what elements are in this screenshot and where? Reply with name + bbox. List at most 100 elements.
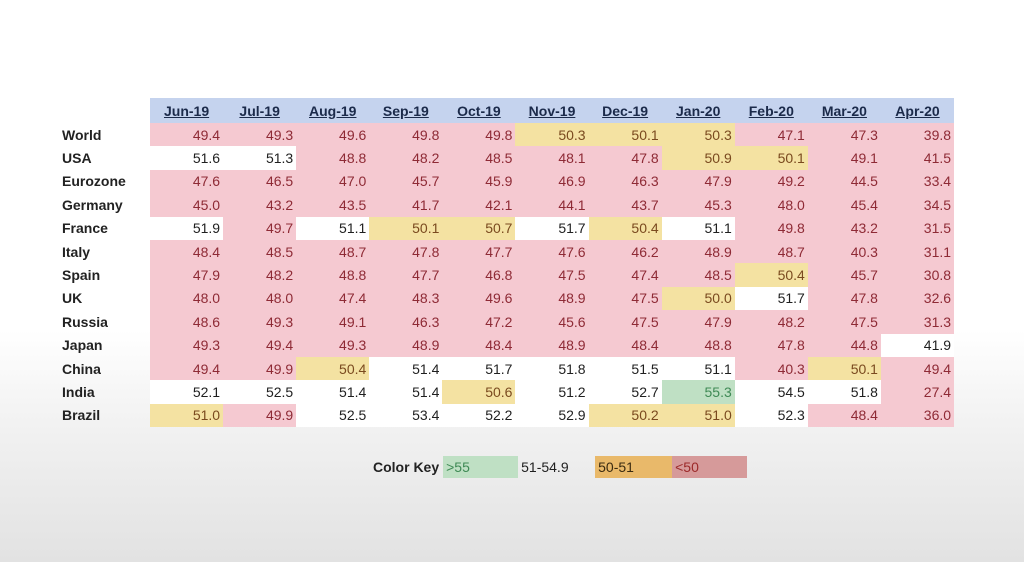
data-cell: 48.7 (296, 239, 370, 264)
data-cell: 33.4 (880, 169, 955, 194)
data-cell: 40.3 (807, 239, 881, 264)
data-cell: 48.8 (661, 333, 735, 357)
data-cell: 47.6 (150, 169, 224, 194)
row-label: Italy (62, 243, 91, 260)
column-header: Aug-19 (296, 98, 370, 123)
color-key-white: 51-54.9 (521, 459, 569, 475)
table-row: Spain 47.9 48.2 48.8 47.7 46.8 47.5 47.4 48.5 50.… (58, 263, 955, 287)
data-cell: 51.4 (369, 356, 443, 381)
data-cell: 47.4 (296, 286, 370, 311)
data-cell: 50.4 (734, 263, 808, 287)
data-cell: 34.5 (880, 193, 955, 217)
data-cell: 47.9 (150, 263, 224, 287)
data-cell: 48.0 (150, 286, 224, 311)
row-label: Japan (62, 337, 103, 354)
data-cell: 49.8 (369, 123, 443, 147)
data-cell: 45.7 (369, 169, 443, 194)
data-cell: 47.3 (807, 123, 881, 147)
data-cell: 43.7 (588, 193, 662, 217)
table-row: India 52.1 52.5 51.4 51.4 50.6 51.2 52.7 55.3 54.… (58, 380, 955, 404)
data-cell: 48.4 (442, 333, 516, 357)
data-cell: 51.4 (296, 380, 370, 404)
data-cell: 47.9 (661, 169, 735, 194)
data-cell: 48.2 (734, 310, 808, 334)
data-cell: 48.3 (369, 286, 443, 311)
data-cell: 53.4 (369, 403, 443, 428)
row-label: China (62, 360, 101, 377)
data-cell: 43.2 (807, 216, 881, 240)
data-cell: 51.2 (515, 380, 589, 404)
data-cell: 52.1 (150, 380, 224, 404)
data-cell: 50.3 (515, 123, 589, 147)
data-cell: 50.6 (442, 380, 516, 404)
table-row: China 49.4 49.9 50.4 51.4 51.7 51.8 51.5 51.1 40.… (58, 356, 955, 381)
color-key-yellow: 50-51 (595, 456, 673, 478)
data-cell: 51.5 (588, 356, 662, 381)
data-cell: 46.8 (442, 263, 516, 287)
column-header: Sep-19 (369, 98, 443, 123)
data-cell: 52.5 (223, 380, 297, 404)
column-header: Dec-19 (588, 98, 662, 123)
corner-cell (58, 98, 150, 123)
data-cell: 48.8 (296, 146, 370, 170)
data-cell: 46.3 (588, 169, 662, 194)
data-cell: 49.7 (223, 216, 297, 240)
column-header: Jul-19 (223, 98, 297, 123)
data-cell: 41.5 (880, 146, 955, 170)
data-cell: 47.4 (588, 263, 662, 287)
data-cell: 45.3 (661, 193, 735, 217)
data-cell: 41.9 (880, 333, 955, 357)
data-cell: 50.1 (807, 356, 881, 381)
data-cell: 50.0 (661, 286, 735, 311)
column-header: Jan-20 (661, 98, 735, 123)
data-cell: 48.4 (588, 333, 662, 357)
column-header: Oct-19 (442, 98, 516, 123)
data-cell: 50.4 (588, 216, 662, 240)
data-cell: 49.3 (223, 123, 297, 147)
data-cell: 51.7 (734, 286, 808, 311)
data-cell: 44.5 (807, 169, 881, 194)
column-header: Jun-19 (150, 98, 224, 123)
data-cell: 44.1 (515, 193, 589, 217)
data-cell: 45.9 (442, 169, 516, 194)
data-cell: 48.2 (369, 146, 443, 170)
data-cell: 48.9 (515, 333, 589, 357)
data-cell: 45.7 (807, 263, 881, 287)
data-cell: 48.5 (661, 263, 735, 287)
data-cell: 48.8 (296, 263, 370, 287)
data-cell: 49.9 (223, 403, 297, 428)
data-cell: 27.4 (880, 380, 955, 404)
data-cell: 52.5 (296, 403, 370, 428)
data-cell: 49.4 (880, 356, 955, 381)
table-row: Russia 48.6 49.3 49.1 46.3 47.2 45.6 47.5 47.9 48… (58, 310, 955, 334)
data-cell: 48.0 (223, 286, 297, 311)
data-cell: 52.7 (588, 380, 662, 404)
data-cell: 48.9 (515, 286, 589, 311)
row-label: Brazil (62, 407, 101, 424)
data-cell: 36.0 (880, 403, 955, 428)
data-cell: 39.8 (880, 123, 955, 147)
data-cell: 49.9 (223, 356, 297, 381)
table-row: Eurozone 47.6 46.5 47.0 45.7 45.9 46.9 46.3 47.9… (58, 169, 955, 194)
data-cell: 49.4 (150, 123, 224, 147)
data-cell: 46.2 (588, 239, 662, 264)
data-cell: 48.4 (150, 239, 224, 264)
data-cell: 40.3 (734, 356, 808, 381)
table-row: Japan 49.3 49.4 49.3 48.9 48.4 48.9 48.4 48.8 47.… (58, 333, 955, 357)
color-key-red: <50 (672, 456, 748, 478)
data-cell: 51.1 (661, 356, 735, 381)
data-cell: 45.4 (807, 193, 881, 217)
data-cell: 49.1 (807, 146, 881, 170)
row-label: France (62, 220, 108, 237)
data-cell: 52.9 (515, 403, 589, 428)
table-row: UK 48.0 48.0 47.4 48.3 49.6 48.9 47.5 50.0 51.7 47… (58, 286, 955, 311)
data-cell: 50.1 (588, 123, 662, 147)
row-label: Russia (62, 313, 108, 330)
column-header: Nov-19 (515, 98, 589, 123)
data-cell: 46.9 (515, 169, 589, 194)
data-cell: 47.9 (661, 310, 735, 334)
data-cell: 47.7 (442, 239, 516, 264)
data-cell: 48.9 (369, 333, 443, 357)
data-cell: 43.5 (296, 193, 370, 217)
row-label: India (62, 383, 95, 400)
